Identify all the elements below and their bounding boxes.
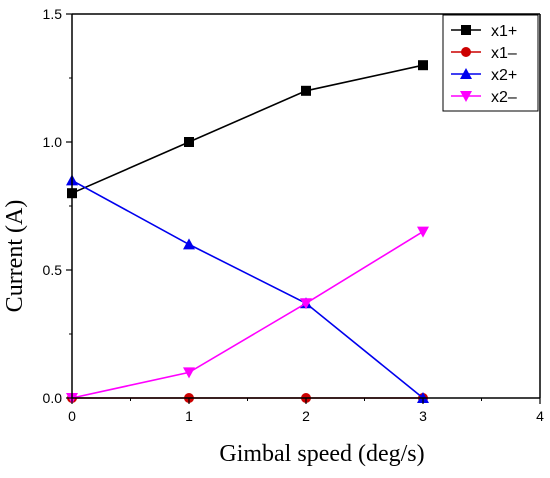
x-axis-title: Gimbal speed (deg/s) [219, 441, 424, 467]
legend-label: x2– [491, 89, 517, 106]
x-tick-label: 4 [536, 408, 544, 424]
legend-marker [461, 25, 471, 35]
x-tick-label: 3 [419, 408, 427, 424]
axes: 0 1 2 3 4 0.0 0.5 1.0 1.5 [43, 6, 545, 424]
data-point [418, 60, 428, 71]
y-tick-label: 1.0 [43, 134, 63, 150]
legend-item: x1+ [451, 23, 517, 40]
data-point [183, 238, 195, 250]
legend-marker [460, 68, 472, 79]
y-tick-label: 0.5 [43, 262, 63, 278]
x-tick-label: 1 [185, 408, 193, 424]
legend-label: x2+ [491, 67, 517, 84]
x-tick-label: 2 [302, 408, 310, 424]
series-line [71, 230, 424, 399]
y-tick-label: 1.5 [43, 6, 63, 22]
legend-marker [461, 47, 471, 57]
data-point [301, 85, 311, 96]
legend-marker [460, 91, 472, 102]
legend-item: x2+ [451, 67, 517, 84]
series-line [71, 64, 424, 194]
data-point [184, 137, 194, 147]
legend-label: x1– [491, 45, 517, 62]
series-line [71, 179, 424, 399]
y-tick-label: 0.0 [43, 390, 63, 406]
legend-box [442, 14, 539, 112]
data-point [300, 298, 312, 310]
y-axis-title: Current (A) [2, 200, 28, 313]
series-4 [66, 226, 429, 404]
x-tick-label: 0 [68, 408, 76, 424]
legend: x1+ x1– x2+ x2– [442, 14, 539, 112]
data-point [417, 226, 429, 238]
legend-label: x1+ [491, 23, 517, 40]
legend-item: x2– [451, 89, 517, 106]
data-point [183, 367, 195, 379]
legend-item: x1– [451, 45, 517, 62]
